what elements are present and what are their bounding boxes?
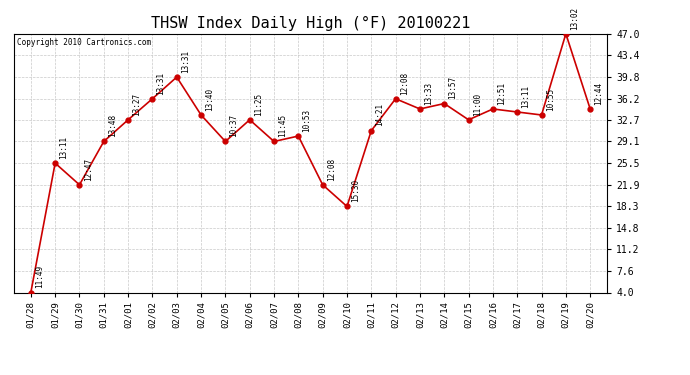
Text: 11:49: 11:49 (35, 265, 44, 288)
Text: 15:30: 15:30 (351, 179, 360, 202)
Text: 13:48: 13:48 (108, 114, 117, 137)
Text: 12:08: 12:08 (327, 158, 336, 181)
Text: 13:57: 13:57 (448, 76, 457, 99)
Text: 13:11: 13:11 (522, 85, 531, 108)
Text: 13:02: 13:02 (570, 6, 579, 30)
Text: 11:45: 11:45 (278, 114, 287, 137)
Text: Copyright 2010 Cartronics.com: Copyright 2010 Cartronics.com (17, 38, 151, 46)
Text: 12:08: 12:08 (400, 72, 408, 94)
Text: 12:51: 12:51 (497, 82, 506, 105)
Text: 10:55: 10:55 (546, 88, 555, 111)
Text: 13:31: 13:31 (181, 50, 190, 73)
Text: 12:44: 12:44 (594, 82, 603, 105)
Text: 12:47: 12:47 (83, 158, 92, 181)
Text: 13:27: 13:27 (132, 93, 141, 116)
Title: THSW Index Daily High (°F) 20100221: THSW Index Daily High (°F) 20100221 (151, 16, 470, 31)
Text: 10:53: 10:53 (302, 109, 311, 132)
Text: 13:11: 13:11 (59, 136, 68, 159)
Text: 14:21: 14:21 (375, 104, 384, 126)
Text: 13:40: 13:40 (205, 88, 214, 111)
Text: 11:00: 11:00 (473, 93, 482, 116)
Text: 13:31: 13:31 (157, 72, 166, 94)
Text: 10:37: 10:37 (230, 114, 239, 137)
Text: 11:25: 11:25 (254, 93, 263, 116)
Text: 13:33: 13:33 (424, 82, 433, 105)
